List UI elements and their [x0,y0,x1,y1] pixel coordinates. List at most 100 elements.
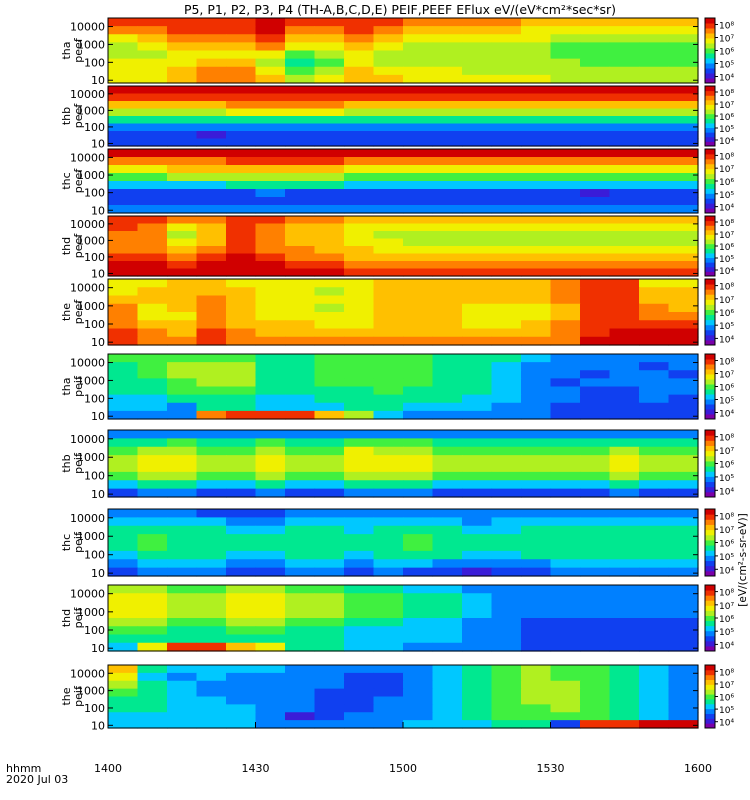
heatmap-cell [550,626,581,636]
heatmap-cell [639,50,670,60]
heatmap-cell [491,18,522,27]
heatmap-cell [580,704,611,713]
heatmap-cell [255,295,286,305]
y-tick-label: 10 [91,642,105,655]
heatmap-cell [137,634,168,644]
colorbar-tick-label: 10⁵ [719,628,734,638]
heatmap-cell [550,402,581,412]
heatmap-cell [167,261,198,270]
heatmap-cell [462,688,493,698]
heatmap-cell [550,642,581,652]
heatmap-cell [580,295,611,305]
heatmap-cell [580,26,611,35]
heatmap-cell [167,66,198,76]
heatmap-cell [255,688,286,698]
heatmap-cell [285,410,316,420]
heatmap-cell [226,446,257,456]
heatmap-cell [255,246,286,255]
heatmap-cell [137,123,168,132]
heatmap-cell [609,197,640,206]
heatmap-cell [226,74,257,84]
heatmap-cell [639,559,670,569]
colorbar-swatch [705,78,715,84]
heatmap-cell [314,336,345,346]
heatmap-cell [255,438,286,448]
heatmap-cell [373,696,404,705]
panel-probe-label: thc [60,534,73,551]
heatmap-cell [462,446,493,456]
heatmap-cell [196,66,227,76]
heatmap-cell [432,378,463,388]
heatmap-cell [580,238,611,247]
heatmap-cell [226,517,257,527]
colorbar-swatch [705,299,715,305]
heatmap-cell [196,261,227,270]
heatmap-cell [255,618,286,627]
heatmap-cell [373,123,404,132]
heatmap-cell [344,696,375,705]
heatmap-cell [521,312,552,321]
heatmap-cell [314,665,345,674]
heatmap-cell [403,295,434,305]
heatmap-cell [521,295,552,305]
heatmap-cell [462,66,493,76]
heatmap-cell [491,261,522,270]
heatmap-cell [609,509,640,518]
heatmap-cell [344,231,375,240]
heatmap-cell [167,223,198,232]
heatmap-cell [403,50,434,60]
heatmap-cell [462,34,493,43]
heatmap-cell [314,74,345,84]
heatmap-cell [521,378,552,388]
heatmap-cell [226,108,257,117]
heatmap-cell [668,138,699,147]
heatmap-cell [580,672,611,682]
heatmap-cell [462,471,493,481]
heatmap-cell [550,138,581,147]
heatmap-cell [639,362,670,371]
heatmap-cell [609,86,640,95]
heatmap-cell [137,223,168,232]
heatmap-cell [196,696,227,705]
colorbar-tick-label: 10⁸ [719,668,734,678]
heatmap-cell [373,223,404,232]
heatmap-cell [373,488,404,498]
heatmap-cell [491,246,522,255]
heatmap-cell [344,197,375,206]
heatmap-cell [196,642,227,652]
heatmap-cell [639,58,670,68]
heatmap-cell [462,517,493,527]
colorbar-swatch [705,163,715,170]
heatmap-cell [344,74,375,84]
heatmap-cell [255,189,286,198]
heatmap-cell [462,173,493,182]
heatmap-cell [668,238,699,247]
heatmap-cell [521,394,552,404]
colorbar-swatch [705,239,715,245]
heatmap-cell [373,642,404,652]
colorbar-swatch [705,570,715,577]
heatmap-cell [108,534,139,544]
heatmap-cell [609,101,640,110]
heatmap-cell [639,488,670,498]
heatmap-cell [521,303,552,313]
heatmap-cell [137,618,168,627]
heatmap-cell [344,93,375,102]
heatmap-cell [639,567,670,577]
colorbar-tick-label: 10⁷ [719,602,734,612]
heatmap-cell [373,42,404,52]
heatmap-cell [521,26,552,35]
heatmap-cell [108,246,139,255]
heatmap-cell [285,268,316,277]
heatmap-cell [403,378,434,388]
heatmap-cell [226,328,257,338]
heatmap-cell [580,386,611,396]
colorbar-swatch [705,28,715,34]
heatmap-cell [521,370,552,379]
heatmap-cell [285,231,316,240]
heatmap-cell [521,593,552,603]
heatmap-cell [462,455,493,465]
heatmap-cell [403,123,434,132]
heatmap-cell [314,261,345,270]
